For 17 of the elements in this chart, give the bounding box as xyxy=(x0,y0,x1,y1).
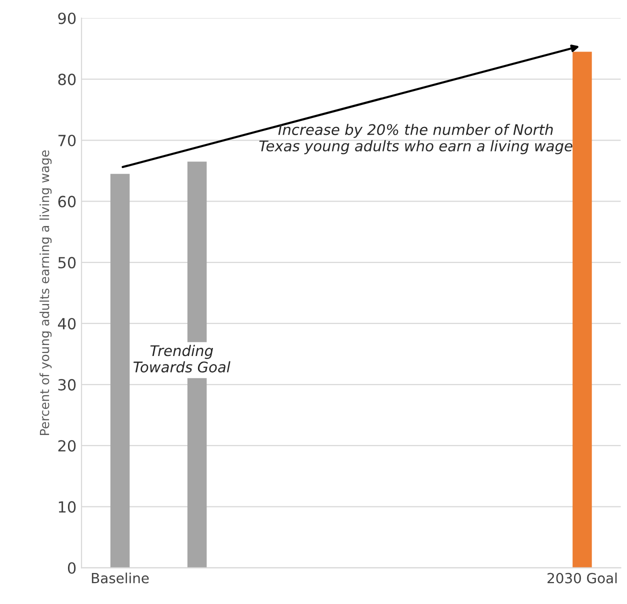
annotation: Trending Towards Goal xyxy=(133,344,230,373)
y-tick-label: 10 xyxy=(58,501,76,513)
y-axis-title: Percent of young adults earning a living wage xyxy=(40,150,52,435)
y-tick-label: 50 xyxy=(58,256,76,268)
x-tick-label: Baseline xyxy=(92,572,149,584)
bar xyxy=(572,52,592,568)
y-tick-label: 20 xyxy=(58,440,76,452)
y-tick-label: 40 xyxy=(58,318,76,330)
y-tick-label: 90 xyxy=(58,12,76,24)
annotation: Increase by 20% the number of North Texas young adults who earn a living wage xyxy=(259,124,572,154)
y-tick-label: 70 xyxy=(58,134,76,146)
y-tick-label: 60 xyxy=(58,196,76,208)
x-tick-label: 2030 Goal xyxy=(548,572,617,584)
y-tick-label: 0 xyxy=(68,562,76,574)
y-tick-label: 80 xyxy=(58,74,76,86)
y-tick-label: 30 xyxy=(58,379,76,391)
bar xyxy=(110,174,130,568)
